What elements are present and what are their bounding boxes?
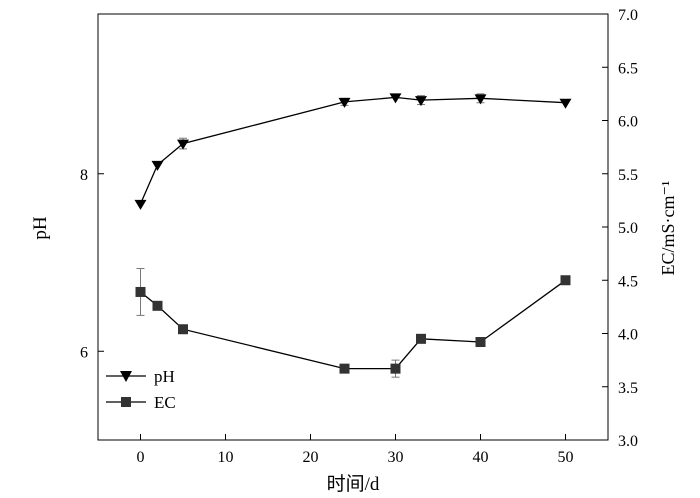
data-point-ec	[152, 300, 163, 311]
left-tick-label: 8	[80, 167, 88, 184]
right-tick-label: 5.0	[618, 220, 638, 237]
legend-ec-marker	[121, 397, 131, 407]
right-tick-label: 4.0	[618, 327, 638, 344]
data-point-ph	[474, 94, 487, 105]
data-point-ec	[560, 275, 571, 286]
x-tick-label: 50	[558, 449, 574, 466]
data-point-ec	[475, 337, 486, 348]
right-tick-label: 3.5	[618, 380, 638, 397]
data-point-ph	[338, 97, 351, 108]
x-tick-label: 40	[473, 449, 489, 466]
x-axis-label: 时间/d	[327, 473, 380, 495]
x-tick-label: 20	[303, 449, 319, 466]
right-tick-label: 5.5	[618, 167, 638, 184]
x-tick-label: 30	[388, 449, 404, 466]
right-axis-ticks: 3.0 3.5 4.0 4.5 5.0 5.5 6.0 6.5 7.0	[602, 7, 638, 450]
series-layer	[134, 93, 572, 378]
legend-ph-marker	[120, 371, 132, 382]
legend: pH EC	[106, 367, 176, 412]
x-tick-label: 10	[218, 449, 234, 466]
right-tick-label: 6.5	[618, 60, 638, 77]
right-axis-label: EC/mS·cm⁻¹	[658, 181, 678, 276]
x-axis-ticks: 0 10 20 30 40 50	[137, 434, 574, 466]
data-point-ph	[151, 160, 164, 171]
data-point-ec	[390, 363, 401, 374]
data-point-ec	[339, 363, 350, 374]
left-axis-label: pH	[30, 216, 51, 240]
right-tick-label: 4.5	[618, 273, 638, 290]
data-point-ec	[135, 286, 146, 297]
data-point-ec	[416, 333, 426, 344]
right-tick-label: 3.0	[618, 433, 638, 450]
legend-ph-label: pH	[154, 367, 175, 386]
data-point-ph	[134, 199, 147, 210]
data-point-ph	[559, 98, 572, 109]
legend-ec-label: EC	[154, 393, 176, 412]
data-point-ph	[389, 93, 402, 104]
right-tick-label: 6.0	[618, 114, 638, 131]
data-point-ph	[415, 96, 427, 107]
right-tick-label: 7.0	[618, 7, 638, 24]
left-tick-label: 6	[80, 344, 88, 361]
data-point-ph	[177, 139, 189, 150]
series-line-ec	[140, 279, 566, 370]
x-tick-label: 0	[137, 449, 145, 466]
left-axis-ticks: 68	[80, 167, 104, 361]
data-point-ec	[178, 324, 188, 335]
series-line-ph	[139, 96, 566, 205]
